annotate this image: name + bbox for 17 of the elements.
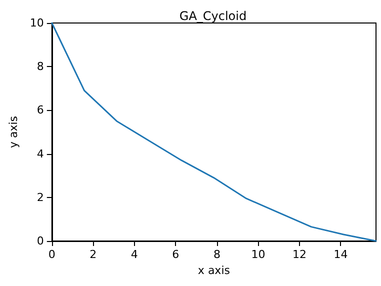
x-axis-title: x axis bbox=[198, 264, 230, 277]
y-axis-title: y axis bbox=[7, 116, 20, 148]
y-tick-label: 0 bbox=[36, 234, 44, 248]
x-tick-label: 12 bbox=[292, 248, 306, 261]
y-tick-label: 10 bbox=[30, 16, 44, 30]
y-tick-label: 2 bbox=[36, 190, 44, 204]
chart-title: GA_Cycloid bbox=[179, 9, 247, 23]
x-tick-label: 2 bbox=[90, 248, 97, 261]
y-tick-label: 8 bbox=[36, 60, 44, 74]
x-tick-label: 4 bbox=[130, 248, 138, 261]
x-tick-label: 6 bbox=[172, 248, 180, 261]
x-tick-label: 10 bbox=[251, 248, 266, 261]
x-tick-label: 0 bbox=[48, 248, 56, 261]
y-tick-label: 6 bbox=[36, 104, 44, 117]
x-tick-label: 14 bbox=[334, 248, 348, 261]
x-tick-label: 8 bbox=[213, 248, 220, 261]
y-tick-label: 4 bbox=[36, 147, 44, 160]
